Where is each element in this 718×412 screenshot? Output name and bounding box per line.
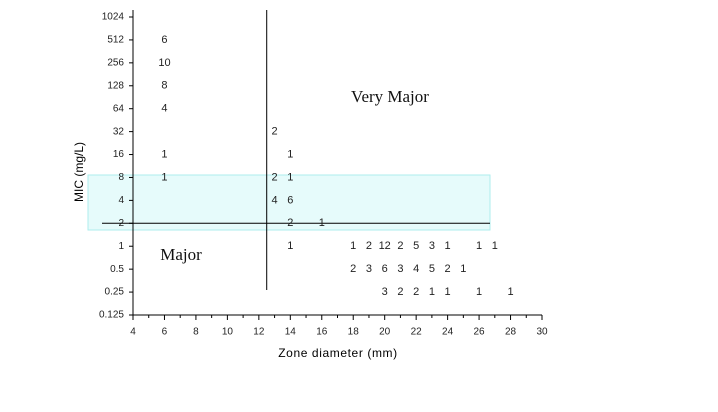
y-tick-label: 0.125 bbox=[99, 310, 124, 321]
count-label: 1 bbox=[476, 286, 482, 298]
count-label: 2 bbox=[445, 263, 451, 275]
y-tick-label: 0.25 bbox=[105, 287, 125, 298]
count-label: 2 bbox=[397, 240, 403, 252]
count-label: 4 bbox=[161, 103, 167, 115]
y-tick-label: 4 bbox=[118, 195, 124, 206]
x-tick-label: 6 bbox=[162, 327, 168, 338]
count-label: 2 bbox=[397, 286, 403, 298]
count-label: 6 bbox=[287, 194, 293, 206]
x-tick-label: 18 bbox=[348, 327, 360, 338]
x-tick-label: 8 bbox=[193, 327, 199, 338]
x-tick-label: 28 bbox=[505, 327, 517, 338]
y-tick-label: 512 bbox=[107, 35, 124, 46]
count-label: 3 bbox=[397, 263, 403, 275]
annotation: Major bbox=[160, 245, 202, 264]
x-tick-label: 24 bbox=[442, 327, 454, 338]
y-axis-label: MIC (mg/L) bbox=[72, 142, 86, 202]
count-label: 2 bbox=[272, 126, 278, 138]
x-tick-label: 4 bbox=[130, 327, 136, 338]
count-label: 1 bbox=[319, 217, 325, 229]
count-label: 1 bbox=[350, 240, 356, 252]
x-tick-label: 22 bbox=[411, 327, 423, 338]
x-tick-label: 14 bbox=[285, 327, 297, 338]
count-label: 2 bbox=[413, 286, 419, 298]
count-label: 5 bbox=[413, 240, 419, 252]
y-tick-label: 16 bbox=[113, 149, 125, 160]
count-label: 1 bbox=[287, 171, 293, 183]
x-axis-label: Zone diameter (mm) bbox=[278, 346, 398, 360]
y-tick-label: 0.5 bbox=[110, 264, 124, 275]
count-label: 3 bbox=[366, 263, 372, 275]
count-label: 1 bbox=[507, 286, 513, 298]
highlight-band bbox=[87, 174, 491, 231]
y-tick-label: 256 bbox=[107, 57, 124, 68]
count-label: 1 bbox=[161, 171, 167, 183]
count-label: 1 bbox=[445, 240, 451, 252]
x-tick-label: 10 bbox=[222, 327, 234, 338]
count-label: 2 bbox=[350, 263, 356, 275]
count-label: 8 bbox=[161, 80, 167, 92]
count-label: 1 bbox=[287, 240, 293, 252]
count-label: 10 bbox=[158, 57, 170, 69]
count-label: 2 bbox=[366, 240, 372, 252]
count-label: 4 bbox=[413, 263, 419, 275]
y-tick-label: 8 bbox=[118, 172, 124, 183]
x-tick-label: 16 bbox=[316, 327, 328, 338]
x-tick-label: 12 bbox=[253, 327, 265, 338]
count-label: 6 bbox=[382, 263, 388, 275]
count-label: 1 bbox=[445, 286, 451, 298]
annotation: Very Major bbox=[351, 87, 429, 106]
count-label: 12 bbox=[379, 240, 391, 252]
y-tick-label: 32 bbox=[113, 126, 125, 137]
count-label: 3 bbox=[382, 286, 388, 298]
count-label: 1 bbox=[476, 240, 482, 252]
count-label: 6 bbox=[161, 34, 167, 46]
x-tick-label: 20 bbox=[379, 327, 391, 338]
count-label: 1 bbox=[161, 148, 167, 160]
count-label: 2 bbox=[287, 217, 293, 229]
x-tick-label: 30 bbox=[536, 327, 548, 338]
count-label: 1 bbox=[492, 240, 498, 252]
y-tick-label: 1 bbox=[118, 241, 124, 252]
count-label: 2 bbox=[272, 171, 278, 183]
count-label: 1 bbox=[460, 263, 466, 275]
count-label: 5 bbox=[429, 263, 435, 275]
x-tick-label: 26 bbox=[474, 327, 486, 338]
count-label: 3 bbox=[429, 240, 435, 252]
y-tick-label: 1024 bbox=[102, 12, 125, 23]
count-label: 1 bbox=[429, 286, 435, 298]
y-tick-label: 64 bbox=[113, 103, 125, 114]
count-label: 4 bbox=[272, 194, 278, 206]
count-label: 1 bbox=[287, 148, 293, 160]
y-tick-label: 128 bbox=[107, 80, 124, 91]
